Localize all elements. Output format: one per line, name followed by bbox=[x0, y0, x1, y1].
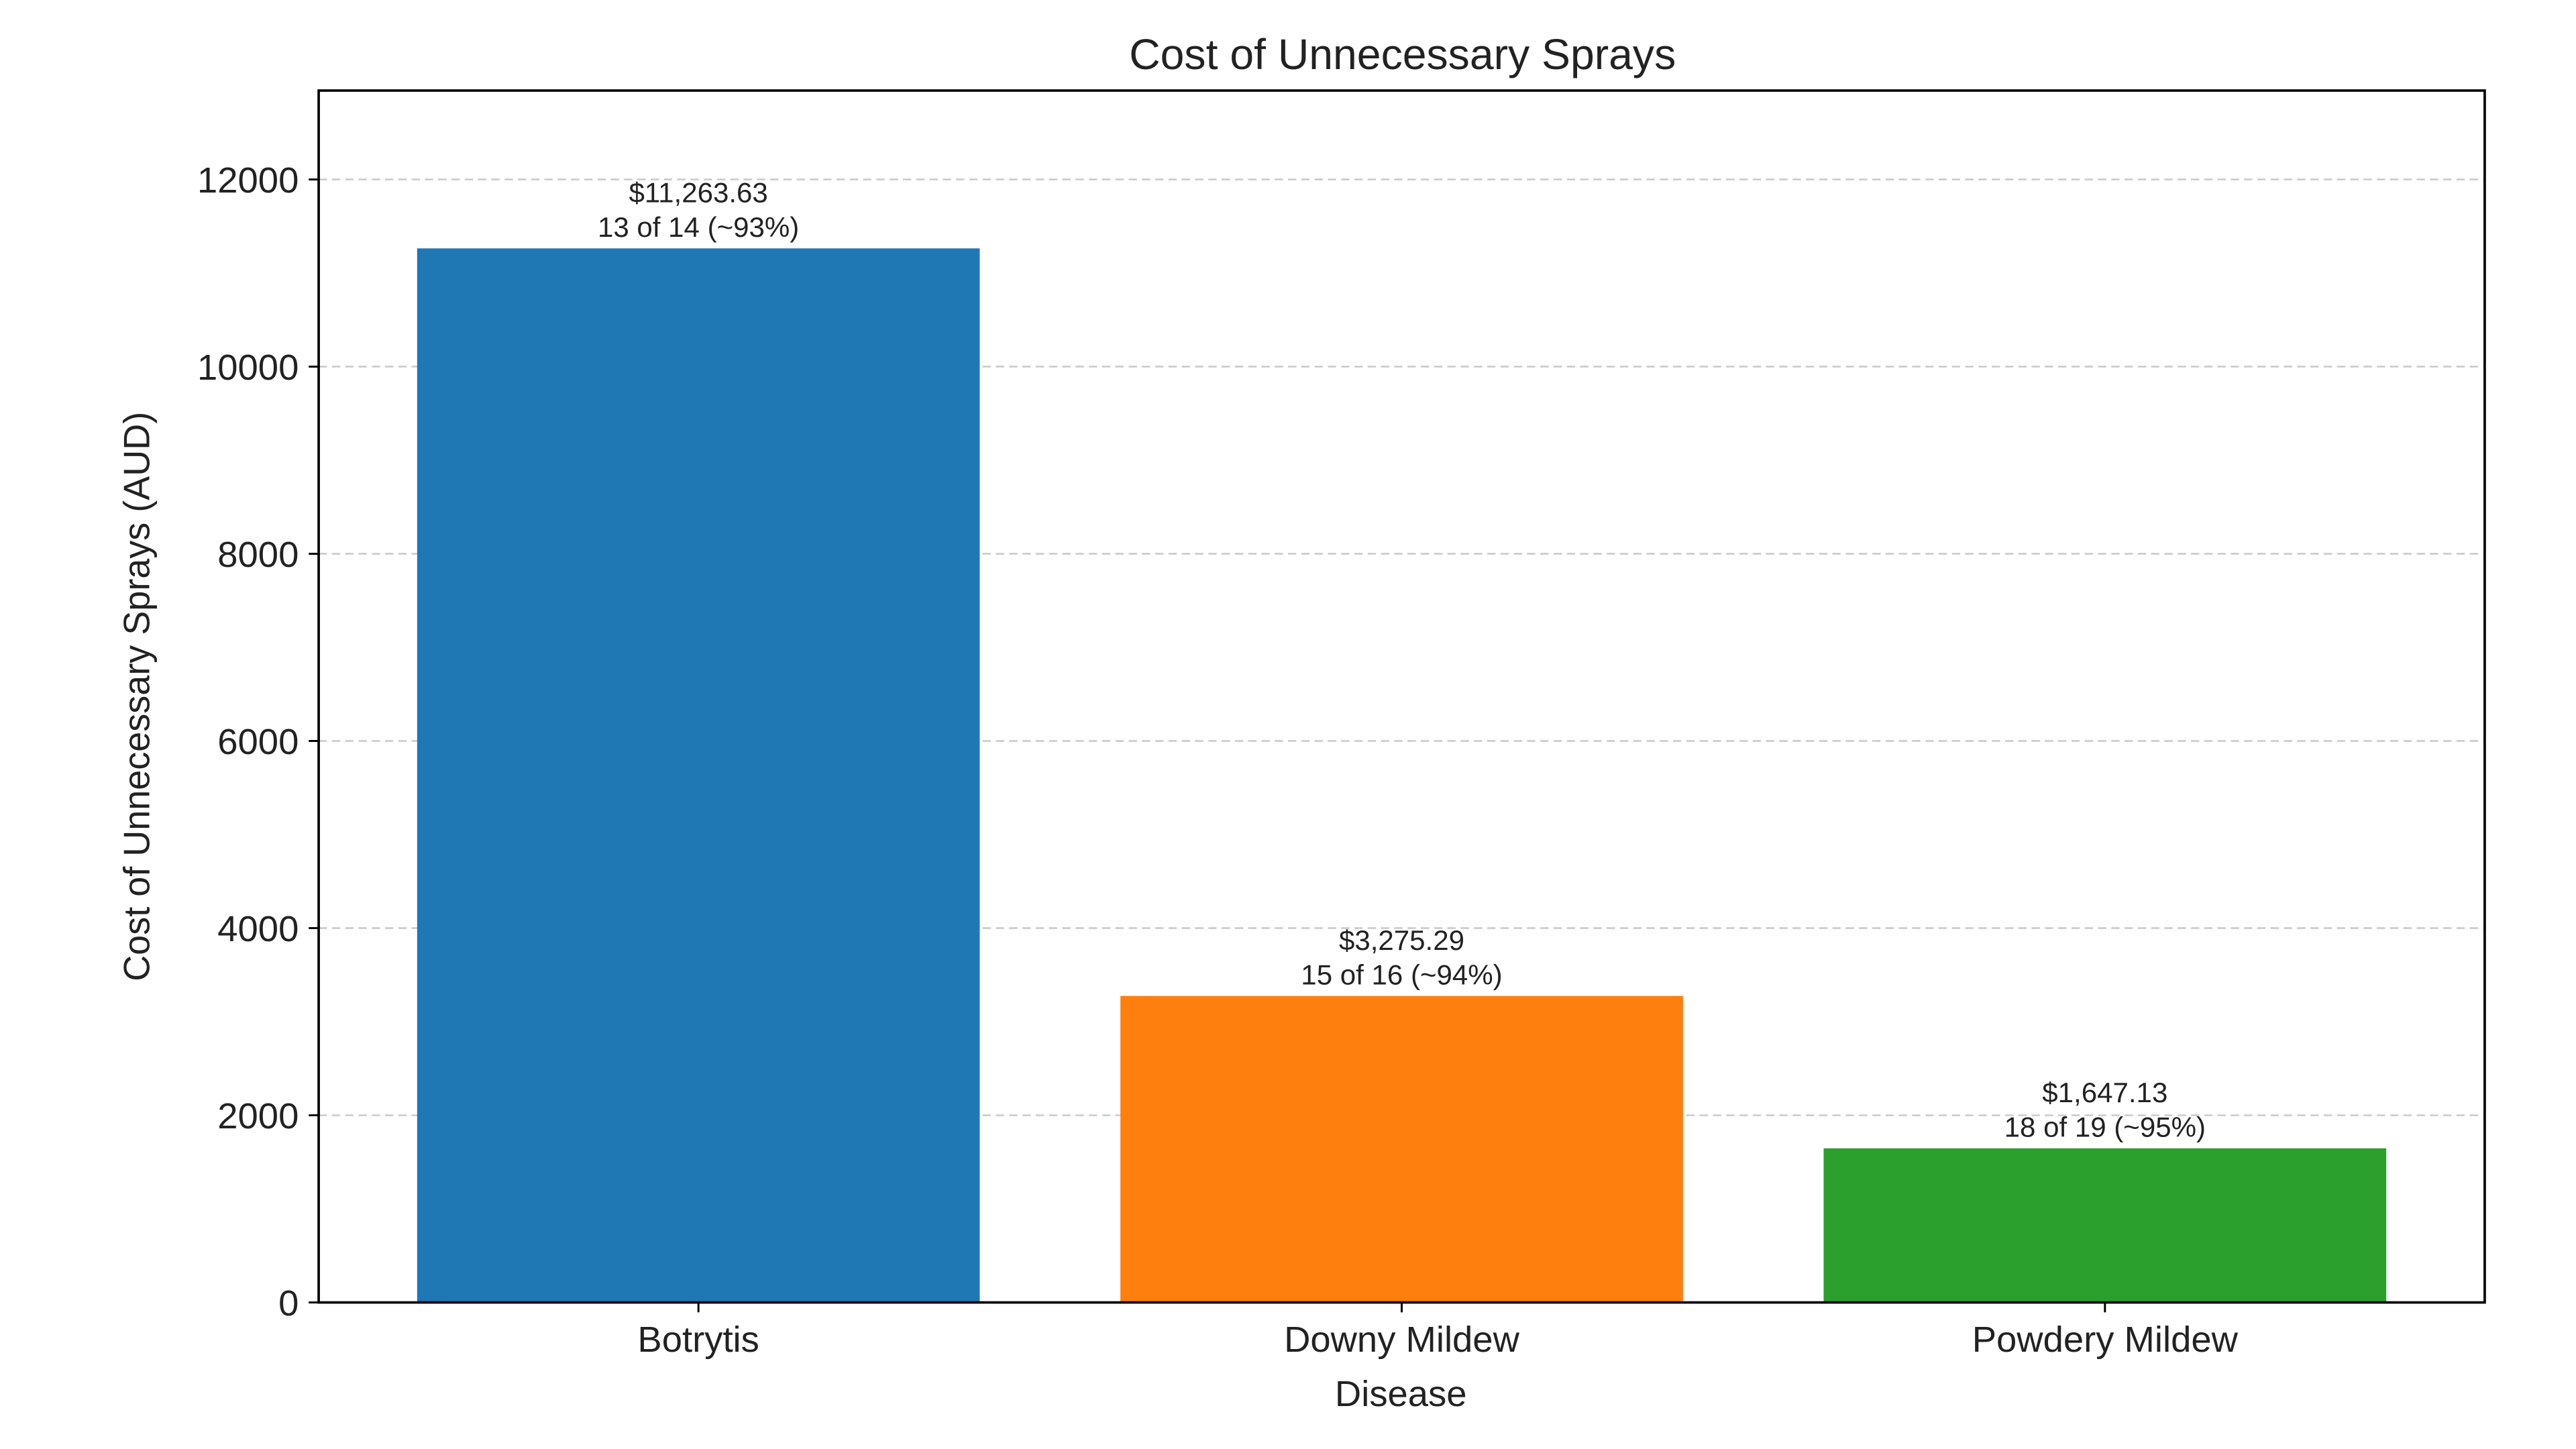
y-axis-ticks: 0 2000 4000 6000 8000 10000 12000 bbox=[197, 160, 319, 1324]
x-tick-label: Botrytis bbox=[637, 1320, 759, 1360]
data-label-cost: $1,647.13 bbox=[2042, 1077, 2167, 1108]
x-axis-label: Disease bbox=[1335, 1374, 1467, 1414]
x-tick-label: Powdery Mildew bbox=[1972, 1320, 2239, 1360]
y-axis-label: Cost of Unnecessary Sprays (AUD) bbox=[117, 412, 157, 981]
x-tick-label: Downy Mildew bbox=[1284, 1320, 1520, 1360]
bar-powdery-mildew bbox=[1823, 1148, 2387, 1303]
data-label-cost: $11,263.63 bbox=[629, 177, 767, 209]
y-tick-label: 8000 bbox=[217, 535, 299, 575]
bar-downy-mildew bbox=[1120, 996, 1683, 1303]
y-tick-label: 6000 bbox=[217, 722, 299, 762]
chart-title: Cost of Unnecessary Sprays bbox=[1129, 30, 1676, 78]
data-label-count: 15 of 16 (~94%) bbox=[1301, 959, 1502, 991]
y-tick-label: 12000 bbox=[197, 160, 299, 201]
data-label-count: 18 of 19 (~95%) bbox=[2004, 1112, 2206, 1143]
bar-botrytis bbox=[417, 248, 980, 1303]
data-label-cost: $3,275.29 bbox=[1339, 924, 1464, 956]
y-tick-label: 2000 bbox=[217, 1096, 299, 1136]
x-axis-ticks: Botrytis Downy Mildew Powdery Mildew bbox=[637, 1302, 2239, 1360]
bars bbox=[417, 248, 2387, 1303]
y-tick-label: 4000 bbox=[217, 909, 299, 949]
data-label-count: 13 of 14 (~93%) bbox=[598, 211, 799, 243]
y-tick-label: 0 bbox=[278, 1283, 299, 1324]
y-tick-label: 10000 bbox=[197, 347, 299, 388]
